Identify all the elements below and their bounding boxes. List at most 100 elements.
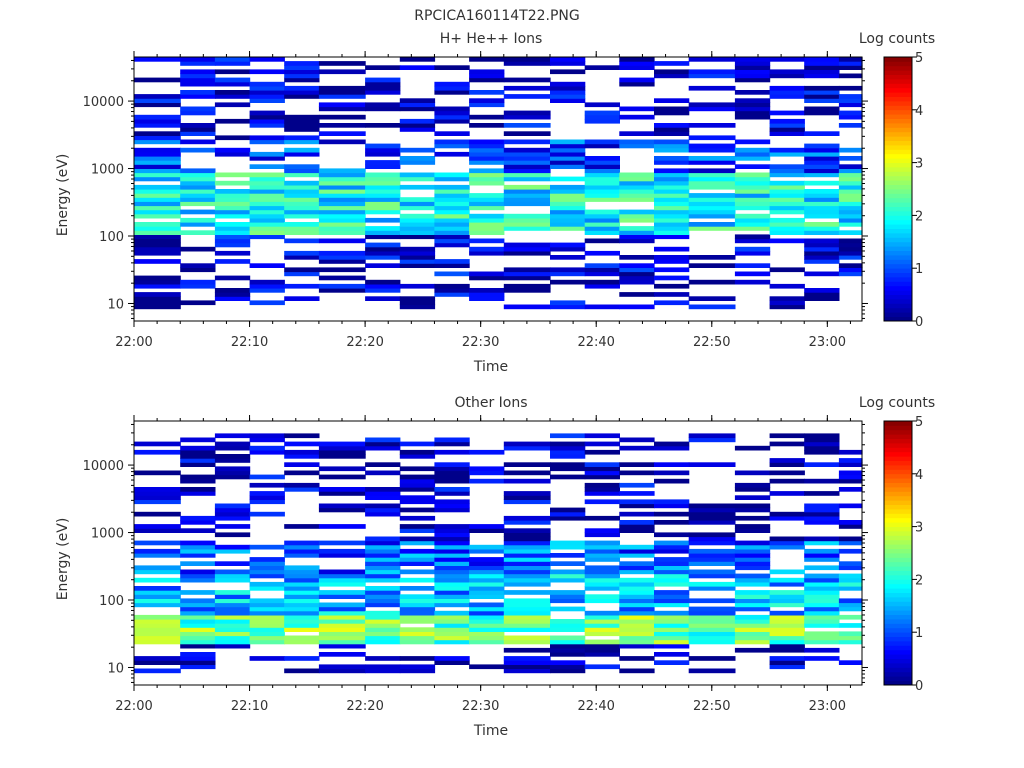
- heatmap-cell: [249, 176, 285, 182]
- heatmap-cell: [550, 433, 586, 439]
- heatmap-cell: [284, 487, 320, 492]
- heatmap-cell: [838, 614, 863, 620]
- heatmap-cell: [365, 627, 401, 632]
- heatmap-cell: [804, 193, 840, 198]
- heatmap-cell: [249, 565, 285, 571]
- heatmap-cell: [365, 283, 401, 289]
- heatmap-cell: [688, 143, 736, 149]
- heatmap-cell: [134, 139, 181, 145]
- heatmap-cell: [503, 441, 551, 447]
- heatmap-cell: [284, 565, 320, 571]
- heatmap-cell: [434, 209, 470, 215]
- colorbar-segment: [884, 233, 912, 238]
- heatmap-cell: [214, 639, 251, 645]
- heatmap-cell: [503, 462, 551, 467]
- heatmap-cell: [550, 94, 586, 99]
- colorbar-tick-label: 5: [915, 415, 923, 430]
- heatmap-cell: [214, 90, 251, 95]
- heatmap-cell: [469, 610, 505, 616]
- heatmap-cell: [318, 602, 366, 608]
- heatmap-cell: [804, 61, 840, 66]
- colorbar-segment: [884, 663, 912, 668]
- heatmap-cell: [838, 61, 863, 66]
- heatmap-cell: [284, 283, 320, 289]
- heatmap-cell: [365, 209, 401, 215]
- heatmap-cell: [503, 668, 551, 674]
- heatmap-cell: [804, 577, 840, 583]
- heatmap-cell: [654, 445, 690, 451]
- heatmap-cell: [769, 110, 805, 116]
- heatmap-cell: [399, 205, 436, 211]
- heatmap-cell: [550, 561, 586, 566]
- heatmap-cell: [365, 102, 401, 108]
- heatmap-cell: [214, 631, 251, 637]
- heatmap-cell: [654, 577, 690, 583]
- heatmap-cell: [214, 102, 251, 108]
- heatmap-cell: [654, 610, 690, 616]
- colorbar-segment: [884, 623, 912, 629]
- heatmap-cell: [318, 449, 366, 455]
- heatmap-cell: [469, 631, 505, 637]
- heatmap-cell: [180, 627, 216, 632]
- heatmap-cell: [503, 656, 551, 661]
- heatmap-cell: [619, 263, 655, 268]
- heatmap-cell: [619, 57, 655, 62]
- heatmap-cell: [249, 197, 285, 202]
- heatmap-cell: [503, 172, 551, 178]
- heatmap-cell: [365, 511, 401, 517]
- x-tick-label: 22:20: [346, 335, 383, 350]
- heatmap-cell: [214, 515, 251, 521]
- heatmap-cell: [550, 184, 586, 190]
- heatmap-cell: [503, 226, 551, 231]
- heatmap-cell: [469, 275, 505, 281]
- heatmap-cell: [365, 193, 401, 198]
- heatmap-cell: [769, 590, 805, 595]
- heatmap-cell: [838, 577, 863, 583]
- colorbar-segment: [884, 307, 912, 313]
- heatmap-cell: [249, 184, 285, 190]
- heatmap-cell: [503, 544, 551, 550]
- heatmap-cell: [434, 536, 470, 542]
- heatmap-cell: [550, 639, 586, 645]
- heatmap-cell: [734, 573, 771, 579]
- heatmap-cell: [399, 569, 436, 575]
- heatmap-cell: [838, 94, 863, 99]
- heatmap-cell: [619, 544, 655, 550]
- heatmap-cell: [134, 242, 181, 248]
- heatmap-cell: [734, 647, 771, 653]
- heatmap-cell: [838, 57, 863, 62]
- heatmap-cell: [214, 614, 251, 620]
- heatmap-cell: [550, 660, 586, 665]
- heatmap-cell: [734, 234, 771, 240]
- heatmap-cell: [838, 660, 863, 665]
- heatmap-cell: [688, 511, 736, 517]
- heatmap-cell: [688, 180, 736, 186]
- heatmap-cell: [838, 193, 863, 198]
- heatmap-cell: [584, 250, 620, 256]
- heatmap-cell: [734, 606, 771, 612]
- heatmap-cell: [769, 491, 805, 496]
- heatmap-cell: [365, 573, 401, 579]
- heatmap-cell: [734, 250, 771, 256]
- heatmap-cell: [180, 180, 216, 186]
- heatmap-cell: [769, 304, 805, 310]
- heatmap-cell: [365, 491, 401, 496]
- heatmap-cell: [249, 94, 285, 99]
- heatmap-cell: [214, 602, 251, 608]
- heatmap-cell: [249, 656, 285, 661]
- heatmap-cell: [249, 81, 285, 87]
- heatmap-cell: [318, 540, 366, 546]
- heatmap-cell: [688, 561, 736, 566]
- heatmap-cell: [584, 548, 620, 554]
- heatmap-cell: [214, 511, 251, 517]
- heatmap-cell: [688, 569, 736, 575]
- colorbar-segment: [884, 654, 912, 659]
- heatmap-cell: [804, 73, 840, 79]
- heatmap-cell: [284, 73, 320, 79]
- heatmap-cell: [249, 495, 285, 500]
- heatmap-cell: [503, 217, 551, 223]
- heatmap-cell: [769, 172, 805, 178]
- heatmap-cell: [434, 242, 470, 248]
- heatmap-cell: [503, 139, 551, 145]
